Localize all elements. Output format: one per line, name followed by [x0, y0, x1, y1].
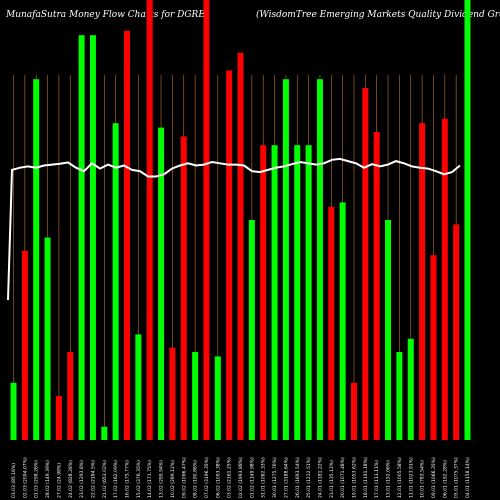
money-flow-bar — [10, 382, 17, 440]
money-flow-bar — [271, 145, 278, 440]
money-flow-bar — [419, 123, 426, 440]
money-flow-bar — [396, 352, 403, 440]
money-flow-bar — [67, 352, 74, 440]
x-tick-label: 06.01 (192.28%) — [442, 460, 448, 498]
x-tick-label: 10.02 (289.12%) — [170, 460, 176, 498]
x-tick-label: 25.01 (1212.51%) — [306, 457, 312, 498]
x-tick-label: 30.01 (1275.76%) — [272, 457, 278, 498]
money-flow-bar — [305, 145, 312, 440]
money-flow-bar — [192, 352, 199, 440]
x-tick-label: 01.03 (258.26%) — [34, 460, 40, 498]
money-flow-bar — [169, 347, 176, 440]
x-tick-label: 03.02 (2161.25%) — [227, 457, 233, 498]
x-tick-label: 12.01 (1005.58%) — [397, 457, 403, 498]
money-flow-bar — [328, 206, 335, 440]
money-flow-bar — [430, 255, 437, 440]
money-flow-bar — [44, 237, 51, 440]
money-flow-bar — [260, 145, 267, 440]
x-tick-label: 24.02 (828.28%) — [68, 460, 74, 498]
money-flow-bar — [282, 79, 289, 440]
money-flow-bar — [180, 136, 187, 440]
x-tick-label: 14.02 (171.75%) — [147, 460, 153, 498]
x-tick-label: 09.02 (1096.47%) — [181, 457, 187, 498]
x-tick-label: 23.01 (135.12%) — [329, 460, 335, 498]
x-tick-label: 27.01 (3188.64%) — [283, 457, 289, 498]
x-tick-label: 01.02 (1149.98%) — [249, 457, 255, 498]
money-flow-bar — [146, 0, 153, 440]
money-flow-bar — [135, 334, 142, 440]
money-flow-bar — [89, 35, 96, 440]
money-flow-bar — [351, 382, 357, 440]
x-tick-label: 31.01 (1082.33%) — [261, 457, 267, 498]
money-flow-bar — [101, 426, 108, 440]
money-flow-bar — [158, 127, 165, 440]
money-flow-bar — [214, 356, 221, 440]
x-tick-label: 06.02 (1093.38%) — [215, 457, 221, 498]
x-tick-label: 17.01 (113.11%) — [374, 460, 380, 498]
x-tick-label: 09.01 (1066.35%) — [431, 457, 437, 498]
x-tick-label: 26.01 (1693.54%) — [295, 457, 301, 498]
x-tick-label: 18.01 (1191.18%) — [363, 457, 369, 498]
money-flow-bar — [407, 338, 414, 440]
x-tick-label: 16.02 (175.77%) — [125, 460, 131, 498]
x-tick-label: 27.02 (24.98%) — [56, 463, 62, 498]
money-flow-bar — [362, 88, 369, 440]
x-tick-label: 19.01 (1053.62%) — [352, 457, 358, 498]
money-flow-bar — [33, 79, 40, 440]
x-tick-label: 11.01 (1023.91%) — [408, 457, 414, 498]
money-flow-bar — [55, 396, 62, 440]
money-flow-bar — [226, 70, 233, 441]
line-series — [7, 157, 461, 301]
x-tick-label: 28.02 (149.39%) — [45, 460, 51, 498]
x-tick-label: 03.03 (85.16%) — [11, 463, 17, 498]
x-tick-label: 13.01 (152.06%) — [386, 460, 392, 498]
x-tick-label: 22.02 (2184.5%) — [90, 460, 96, 498]
money-flow-bar — [294, 145, 301, 440]
money-flow-bar — [21, 250, 28, 440]
x-tick-label: 02.03 (2094.07%) — [22, 457, 28, 498]
money-flow-bar — [248, 220, 255, 440]
x-axis-tick-labels: 03.03 (85.16%) 02.03 (2094.07%) 01.03 (258… — [11, 457, 471, 498]
money-flow-bar — [78, 35, 85, 440]
money-flow-bar — [237, 52, 244, 441]
money-flow-bar — [453, 224, 460, 440]
x-tick-label: 20.01 (1071.48%) — [340, 457, 346, 498]
money-flow-bar — [385, 220, 392, 440]
money-flow-bar — [112, 123, 119, 440]
money-flow-bar — [316, 79, 323, 440]
chart-title-right: (WisdomTree Emerging Markets Quality Div… — [256, 10, 500, 20]
chart-title-left: MunafaSutra Money Flow Charts for DGRE — [6, 10, 205, 20]
x-tick-label: 08.02 (190.86%) — [193, 460, 199, 498]
x-tick-label: 07.02 (3196.35%) — [204, 457, 210, 498]
money-flow-line — [7, 157, 461, 301]
x-tick-label: 02.02 (1993.88%) — [238, 457, 244, 498]
x-tick-label: 15.02 (376.35%) — [136, 460, 142, 498]
money-flow-bar — [373, 132, 380, 440]
x-tick-label: 10.01 (783.54%) — [420, 460, 426, 498]
chart-title: MunafaSutra Money Flow Charts for DGRE (… — [0, 6, 500, 22]
x-tick-label: 05.01 (1075.37%) — [454, 457, 460, 498]
x-tick-label: 17.02 (162.09%) — [113, 460, 119, 498]
x-tick-label: 24.01 (1181.22%) — [317, 457, 323, 498]
money-flow-bar — [441, 118, 448, 441]
x-tick-label: 21.02 (653.02%) — [102, 460, 108, 498]
money-flow-bar — [464, 0, 471, 440]
x-tick-label: 13.02 (299.94%) — [159, 460, 165, 498]
bar-series — [10, 0, 471, 441]
x-tick-label: 23.02 (1293.8%) — [79, 460, 85, 498]
x-tick-label: 04.01 (1158.14%) — [465, 457, 471, 498]
money-flow-bar — [124, 30, 130, 441]
money-flow-bar — [203, 0, 210, 440]
money-flow-bar — [339, 202, 346, 440]
